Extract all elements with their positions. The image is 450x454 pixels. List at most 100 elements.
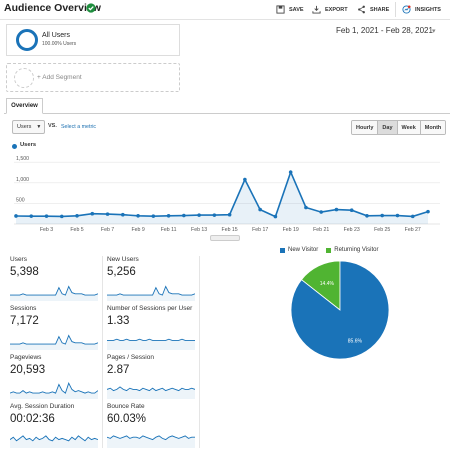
x-tick-label: Feb 5 [70, 227, 83, 233]
metric-dropdown-value: Users [17, 124, 32, 130]
metric-value: 5,398 [10, 266, 39, 278]
data-point [90, 211, 95, 216]
empty-segment-ring [14, 68, 34, 88]
metric-tile[interactable]: Avg. Session Duration 00:02:36 [10, 403, 100, 448]
metric-sparkline [10, 382, 98, 399]
granularity-month-button[interactable]: Month [420, 121, 446, 134]
x-tick-label: Feb 25 [374, 227, 390, 233]
save-label: SAVE [289, 6, 304, 13]
pie-legend: New Visitor Returning Visitor [280, 247, 378, 253]
sparkline-area [107, 339, 195, 350]
sparkline-line [107, 285, 195, 296]
metric-value: 2.87 [107, 364, 130, 376]
metric-label: Users [10, 256, 27, 263]
pie-legend-label: New Visitor [288, 247, 319, 253]
granularity-hourly-button[interactable]: Hourly [352, 121, 379, 134]
segment-all-users[interactable]: All Users 100.00% Users [6, 24, 180, 56]
chevron-down-icon[interactable]: ▾ [432, 28, 436, 35]
metric-tile[interactable]: Users 5,398 [10, 256, 100, 301]
metric-label: Avg. Session Duration [10, 403, 75, 410]
share-label: SHARE [370, 6, 390, 13]
tab-bar-divider [4, 113, 450, 114]
data-point [395, 213, 400, 218]
data-point [334, 207, 339, 212]
data-point [288, 170, 293, 174]
pie-legend-item: Returning Visitor [326, 247, 378, 253]
metric-value: 60.03% [107, 413, 147, 425]
y-tick-label: 1,500 [16, 156, 29, 162]
data-point [197, 213, 201, 217]
sparkline-area [10, 286, 98, 301]
metric-tile[interactable]: New Users 5,256 [107, 256, 197, 301]
export-button[interactable]: EXPORT [312, 3, 348, 16]
date-range-picker[interactable]: Feb 1, 2021 - Feb 28, 2021 [336, 26, 433, 35]
metric-value: 5,256 [107, 266, 136, 278]
metric-sparkline [10, 285, 98, 301]
y-tick-label: 1,000 [16, 177, 29, 183]
metric-tile[interactable]: Number of Sessions per User 1.33 [107, 305, 197, 350]
sparkline-area [107, 286, 195, 301]
add-segment-label: + Add Segment [37, 74, 82, 81]
data-point [273, 214, 278, 219]
export-icon [312, 5, 321, 14]
x-tick-label: Feb 7 [101, 227, 114, 233]
tab-overview[interactable]: Overview [6, 98, 43, 114]
insights-button[interactable]: INSIGHTS [402, 3, 441, 16]
data-point [75, 213, 79, 218]
metric-tile[interactable]: Pages / Session 2.87 [107, 354, 197, 399]
metric-tile[interactable]: Pageviews 20,593 [10, 354, 100, 399]
header-bar [0, 0, 450, 20]
sparkline-area [107, 435, 195, 448]
series-legend-label: Users [20, 142, 37, 148]
metric-label: Pageviews [10, 354, 42, 361]
column-divider [102, 256, 103, 448]
data-point [380, 213, 385, 218]
add-segment-button[interactable]: + Add Segment [6, 63, 180, 92]
sparkline-line [107, 338, 195, 341]
data-point [365, 213, 369, 218]
metric-tile[interactable]: Bounce Rate 60.03% [107, 403, 197, 448]
metric-tile[interactable]: Sessions 7,172 [10, 305, 100, 350]
x-tick-label: Feb 13 [191, 227, 207, 233]
users-line-chart: 500 1,000 1,500 Feb 3 Feb 5 Feb 7 Feb 9 Feb 11 F… [14, 156, 440, 233]
sparkline-area [10, 383, 98, 399]
data-point [349, 208, 354, 213]
metric-dropdown[interactable]: Users ▼ [12, 120, 45, 134]
visitor-pie-chart: 14.4% 85.6% [290, 260, 390, 360]
sparkline-area [107, 386, 195, 399]
share-icon [358, 5, 365, 14]
x-tick-label: Feb 27 [405, 227, 421, 233]
granularity-week-button[interactable]: Week [397, 121, 421, 134]
chart-resize-handle[interactable] [210, 235, 240, 241]
metric-sparkline [107, 386, 195, 399]
data-point [151, 214, 156, 218]
x-tick-label: Feb 23 [344, 227, 360, 233]
data-point [59, 214, 64, 219]
granularity-toggle: Hourly Day Week Month [351, 120, 447, 135]
x-tick-label: Feb 21 [313, 227, 329, 233]
data-point [319, 210, 323, 214]
data-point [243, 177, 247, 182]
metric-value: 00:02:36 [10, 413, 55, 425]
sparkline-line [10, 334, 98, 345]
data-point [44, 214, 49, 218]
x-tick-label: Feb 15 [222, 227, 238, 233]
metric-sparkline [107, 285, 195, 301]
data-point [105, 212, 110, 216]
series-legend-swatch [12, 144, 17, 149]
metric-value: 1.33 [107, 315, 130, 327]
x-tick-label: Feb 19 [283, 227, 299, 233]
data-point [426, 209, 430, 214]
share-button[interactable]: SHARE [357, 3, 389, 16]
granularity-day-button[interactable]: Day [378, 121, 398, 134]
save-icon [276, 5, 285, 14]
metric-sparkline [10, 334, 98, 350]
verified-check-icon [86, 3, 96, 13]
data-point [227, 212, 232, 217]
data-point [258, 207, 262, 212]
vs-label: VS. [48, 123, 57, 129]
select-metric-link[interactable]: Select a metric [61, 124, 97, 130]
page-title: Audience Overview [4, 2, 101, 14]
save-button[interactable]: SAVE [276, 3, 304, 16]
pie-slice-label: 14.4% [320, 281, 335, 287]
